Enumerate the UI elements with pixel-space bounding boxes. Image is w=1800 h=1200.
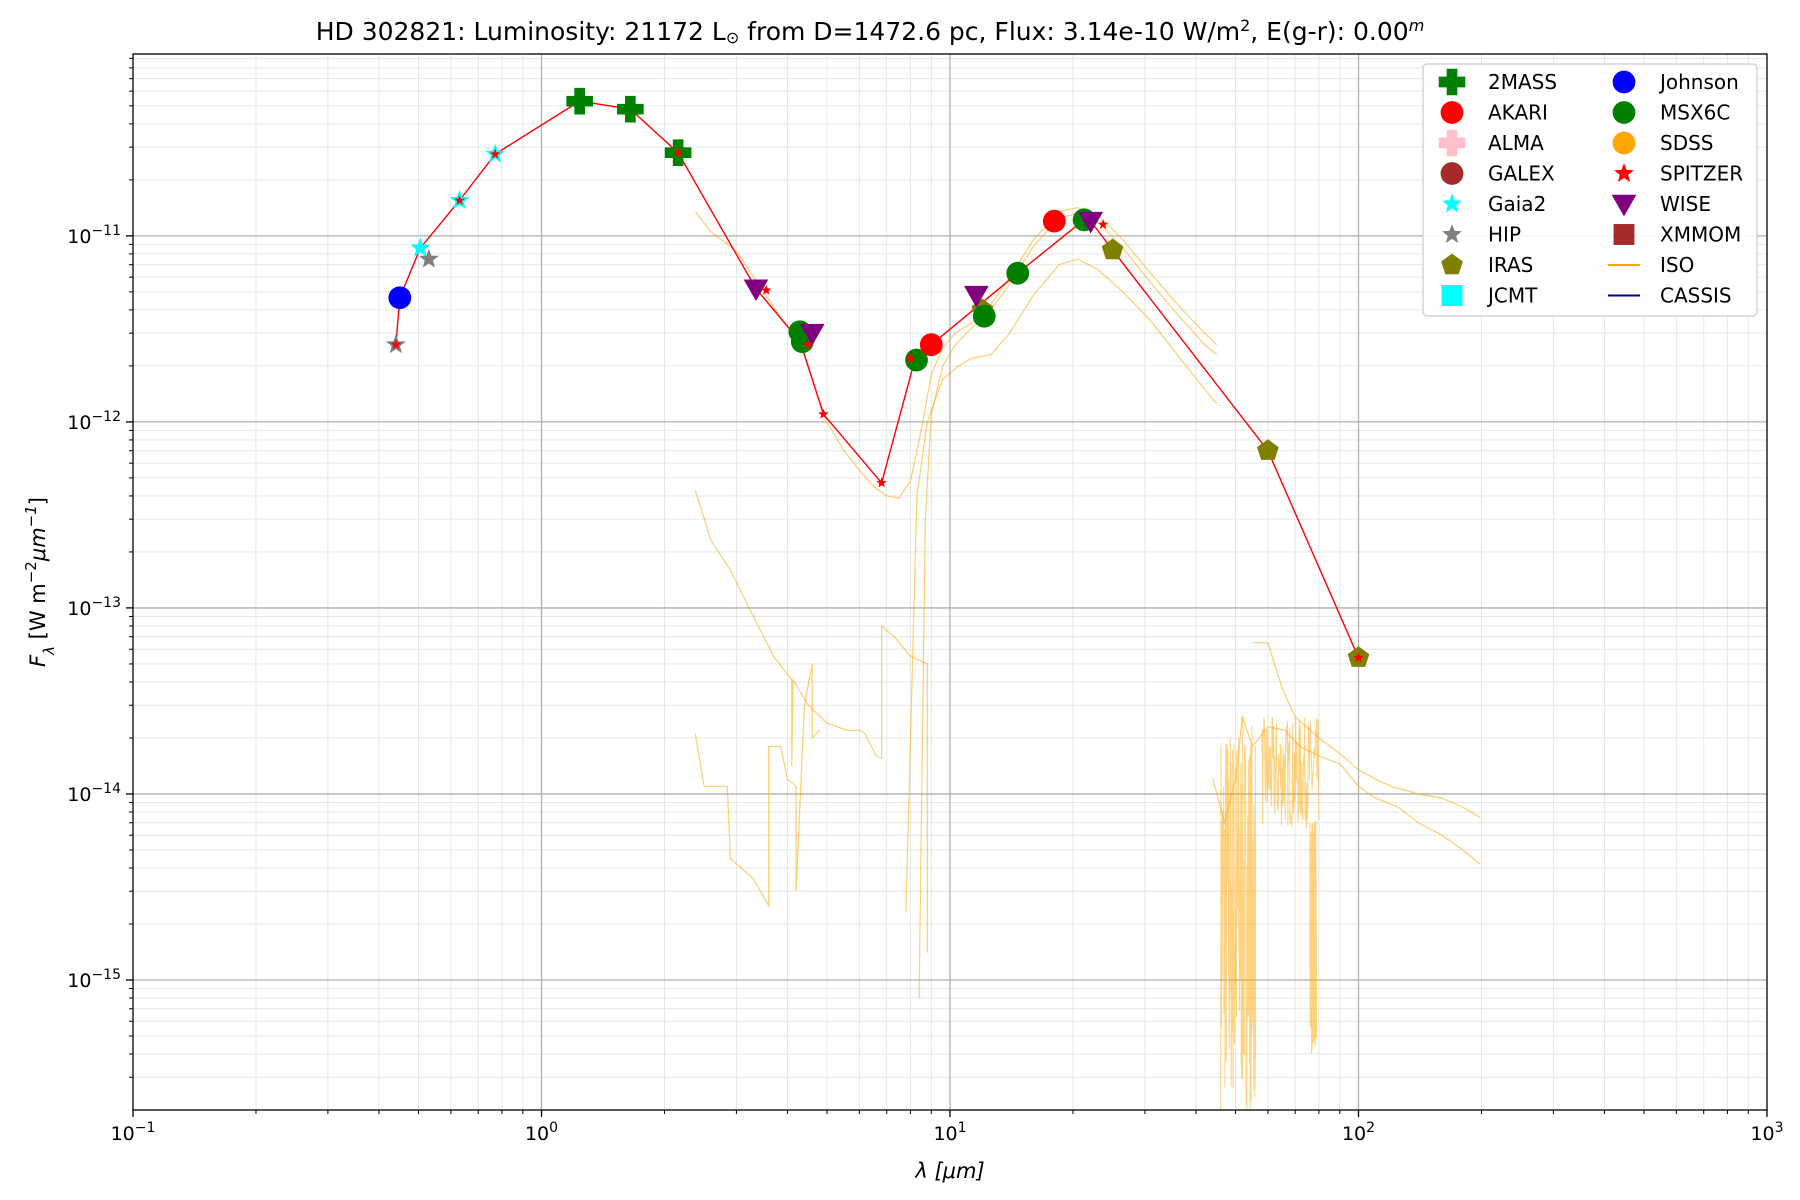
2mass-point (566, 87, 593, 115)
iso-spectrum (1252, 642, 1481, 818)
legend-entries: 2MASS AKARI ALMA GALEX Gaia2 HIP IRAS JCMT Johns… (1438, 68, 1743, 308)
legend-marker-2mass (1438, 68, 1466, 96)
iras-point (1257, 439, 1279, 460)
legend-marker-hip (1442, 224, 1462, 243)
legend-label-akari: AKARI (1488, 101, 1548, 125)
x-tick-label: 100 (525, 1120, 558, 1145)
wise-point (743, 279, 769, 302)
x-tick-label: 103 (1750, 1120, 1783, 1145)
spitzer-point (905, 352, 916, 363)
spitzer-point (1097, 219, 1109, 229)
legend-label-wise: WISE (1660, 192, 1711, 216)
spitzer-point (672, 147, 684, 158)
2mass-point (617, 95, 644, 123)
johnson-point (388, 286, 412, 310)
y-axis-label: Fλ [W m−2μm−1] (22, 497, 58, 667)
akari-point (919, 333, 943, 357)
legend-label-jcmt: JCMT (1486, 284, 1538, 308)
axis-ticks: 10−1 100 101 102 103 10−15 10−14 10−13 10−12 10−1… (67, 57, 1784, 1145)
iso-spectrum (694, 663, 821, 909)
legend-label-xmmom: XMMOM (1660, 223, 1741, 247)
legend-marker-wise (1611, 194, 1637, 217)
spitzer-point (1353, 652, 1364, 663)
legend-label-cassis: CASSIS (1660, 284, 1732, 308)
chart-title: HD 302821: Luminosity: 21172 L⊙ from D=1… (316, 16, 1425, 48)
legend-marker-alma (1438, 129, 1466, 157)
y-tick-label: 10−14 (67, 781, 121, 806)
x-tick-label: 10−1 (111, 1120, 156, 1145)
iso-spectrum (1212, 716, 1481, 865)
spitzer-point (876, 477, 887, 488)
legend-label-2mass: 2MASS (1488, 70, 1557, 94)
wise-point (799, 323, 825, 346)
legend-marker-gaia2 (1442, 193, 1462, 213)
hip-point (418, 248, 439, 268)
photometry-markers (385, 87, 1370, 667)
legend-label-johnson: Johnson (1658, 70, 1739, 94)
legend-label-hip: HIP (1488, 223, 1521, 247)
legend-label-gaia2: Gaia2 (1488, 192, 1546, 216)
iso-noise-spectrum (1261, 717, 1320, 830)
spitzer-point (818, 408, 829, 419)
spitzer-point (454, 195, 465, 205)
gaia2-point (410, 237, 431, 257)
spitzer-point (390, 339, 402, 350)
akari-point (1042, 209, 1066, 233)
legend-label-alma: ALMA (1488, 131, 1544, 155)
legend-label-spitzer: SPITZER (1660, 162, 1743, 186)
y-tick-label: 10−11 (67, 223, 121, 248)
legend-label-msx6c: MSX6C (1660, 101, 1730, 125)
iso-noise-spectrum (1220, 715, 1257, 1111)
y-tick-label: 10−12 (67, 409, 121, 434)
y-tick-label: 10−13 (67, 595, 121, 620)
iso-noise-spectrum (1309, 820, 1318, 1054)
legend-marker-akari (1440, 101, 1464, 124)
legend-label-iras: IRAS (1488, 253, 1533, 277)
legend-marker-iras (1441, 253, 1463, 275)
iso-spectrum (905, 258, 1218, 913)
x-tick-label: 102 (1342, 1120, 1375, 1145)
legend: 2MASS AKARI ALMA GALEX Gaia2 HIP IRAS JCMT Johns… (1422, 63, 1758, 317)
y-tick-label: 10−15 (67, 967, 121, 992)
x-axis-label: λ [μm] (914, 1159, 984, 1183)
legend-marker-spitzer (1614, 163, 1634, 182)
legend-marker-galex (1440, 162, 1464, 185)
legend-marker-johnson (1612, 70, 1636, 94)
legend-marker-xmmom (1613, 224, 1635, 245)
iras-point (1101, 238, 1124, 260)
legend-frame (1422, 63, 1758, 317)
legend-label-galex: GALEX (1488, 162, 1555, 186)
legend-marker-sdss (1612, 131, 1636, 155)
iso-spectrum (694, 489, 928, 953)
spitzer-point (761, 284, 772, 295)
legend-marker-msx6c (1612, 101, 1636, 124)
msx6c-point (1006, 261, 1030, 285)
spitzer-point (489, 148, 501, 159)
spitzer-point (802, 339, 814, 350)
msx6c-point (972, 304, 996, 328)
wise-point (1078, 211, 1104, 234)
iso-spectra (694, 206, 1481, 1111)
iso-spectrum (918, 212, 1218, 999)
legend-label-sdss: SDSS (1660, 131, 1714, 155)
wise-point (963, 285, 989, 308)
legend-marker-jcmt (1441, 285, 1463, 306)
legend-label-iso: ISO (1660, 253, 1694, 277)
x-tick-label: 101 (933, 1120, 966, 1145)
